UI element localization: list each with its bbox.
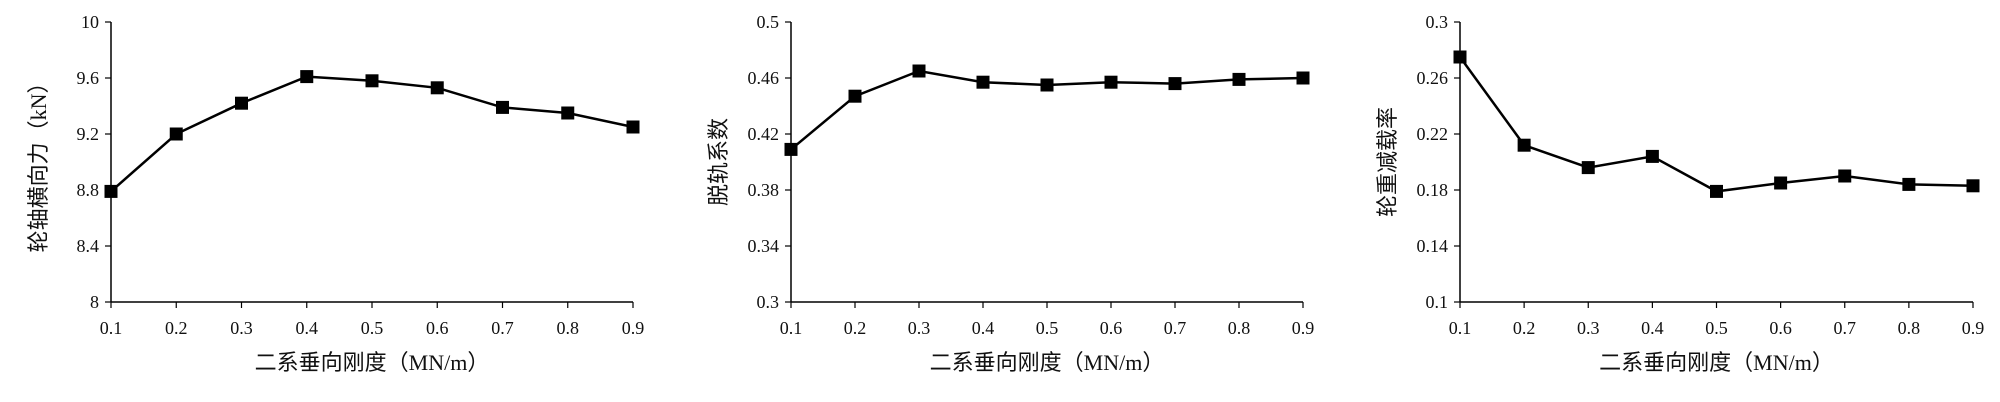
- chart-1-y-tick-label: 9.6: [77, 68, 100, 88]
- chart-3-y-tick-label: 0.26: [1417, 68, 1449, 88]
- chart-2-y-axis-title: 脱轨系数: [706, 118, 731, 206]
- chart-2-y-tick-label: 0.46: [748, 68, 780, 88]
- chart-3-y-axis-title: 轮重减载率: [1375, 107, 1400, 217]
- chart-2-x-tick-label: 0.8: [1228, 318, 1251, 338]
- chart-3-series-line: [1458, 56, 1974, 193]
- chart-3-x-tick-label: 0.9: [1962, 318, 1985, 338]
- chart-2-y-tick-label: 0.3: [757, 292, 780, 312]
- chart-1-y-tick-label: 8.4: [77, 236, 100, 256]
- chart-3-y-tick-label: 0.18: [1417, 180, 1449, 200]
- chart-3-y-tick-label: 0.3: [1426, 12, 1449, 32]
- chart-3-y-tick-label: 0.22: [1417, 124, 1449, 144]
- chart-2-data-point: [784, 142, 798, 156]
- chart-1-x-tick-label: 0.9: [622, 318, 645, 338]
- chart-1-data-point: [430, 81, 444, 95]
- chart-2-y-tick-label: 0.34: [748, 236, 780, 256]
- chart-2-x-tick-label: 0.6: [1100, 318, 1123, 338]
- chart-3-x-tick-label: 0.5: [1705, 318, 1728, 338]
- chart-3-data-point: [1517, 138, 1531, 152]
- chart-3-data-point: [1838, 169, 1852, 183]
- chart-3-data-point: [1902, 177, 1916, 191]
- chart-1-y-tick-label: 8: [90, 292, 99, 312]
- chart-2-x-tick-label: 0.2: [844, 318, 867, 338]
- chart-2-data-point: [1232, 72, 1246, 86]
- chart-2-x-tick-label: 0.3: [908, 318, 931, 338]
- chart-1-y-tick-label: 9.2: [77, 124, 100, 144]
- chart-3-y-tick-label: 0.14: [1417, 236, 1449, 256]
- chart-2-data-point: [1296, 71, 1310, 85]
- chart-2-data-point: [912, 64, 926, 78]
- chart-3-x-tick-label: 0.8: [1898, 318, 1921, 338]
- chart-3-x-tick-label: 0.6: [1769, 318, 1792, 338]
- chart-2-x-axis-title: 二系垂向刚度（MN/m）: [930, 350, 1165, 375]
- chart-1-x-tick-label: 0.8: [557, 318, 580, 338]
- chart-1-x-tick-label: 0.4: [296, 318, 319, 338]
- chart-1-data-point: [169, 127, 183, 141]
- chart-2-data-point: [976, 75, 990, 89]
- chart-2-y-tick-label: 0.5: [757, 12, 780, 32]
- chart-2-data-point: [1040, 78, 1054, 92]
- chart-1-x-tick-label: 0.7: [491, 318, 514, 338]
- chart-1-y-axis-title: 轮轴横向力（kN）: [26, 72, 51, 253]
- chart-2-x-tick-label: 0.5: [1036, 318, 1059, 338]
- chart-1-data-point: [104, 184, 118, 198]
- chart-2-x-tick-label: 0.4: [972, 318, 995, 338]
- chart-1-y-tick-label: 10: [81, 12, 99, 32]
- chart-1-series-line: [110, 75, 634, 193]
- chart-2-x-tick-label: 0.1: [780, 318, 803, 338]
- chart-2-x-tick-label: 0.9: [1292, 318, 1315, 338]
- chart-2-data-point: [1104, 75, 1118, 89]
- chart-1-data-point: [300, 70, 314, 84]
- chart-1-x-tick-label: 0.5: [361, 318, 384, 338]
- chart-3-x-tick-label: 0.3: [1577, 318, 1600, 338]
- chart-2-data-point: [848, 89, 862, 103]
- chart-3-x-tick-label: 0.2: [1513, 318, 1536, 338]
- chart-3-data-point: [1645, 149, 1659, 163]
- chart-1-x-tick-label: 0.3: [230, 318, 253, 338]
- chart-1-x-axis-title: 二系垂向刚度（MN/m）: [255, 350, 490, 375]
- chart-1-data-point: [235, 96, 248, 110]
- chart-1-y-tick-label: 8.8: [77, 180, 100, 200]
- chart-3-x-tick-label: 0.7: [1834, 318, 1857, 338]
- chart-3-data-point: [1774, 176, 1788, 190]
- chart-1-x-tick-label: 0.1: [100, 318, 123, 338]
- chart-1-x-tick-label: 0.2: [165, 318, 188, 338]
- chart-2-x-tick-label: 0.7: [1164, 318, 1187, 338]
- chart-1-data-point: [496, 100, 509, 114]
- chart-3-x-tick-label: 0.1: [1449, 318, 1472, 338]
- chart-3-x-tick-label: 0.4: [1641, 318, 1664, 338]
- chart-2-y-tick-label: 0.42: [748, 124, 780, 144]
- chart-1-x-tick-label: 0.6: [426, 318, 449, 338]
- chart-2-data-point: [1168, 77, 1182, 91]
- chart-1-data-point: [561, 106, 575, 120]
- chart-3-data-point: [1710, 184, 1723, 198]
- chart-3-data-point: [1453, 50, 1467, 64]
- chart-1-data-point: [626, 120, 640, 134]
- chart-3-x-axis-title: 二系垂向刚度（MN/m）: [1599, 350, 1834, 375]
- chart-2-y-tick-label: 0.38: [748, 180, 780, 200]
- chart-1-data-point: [365, 74, 379, 88]
- chart-3-data-point: [1581, 161, 1595, 175]
- chart-3-data-point: [1966, 179, 1980, 193]
- chart-3-y-tick-label: 0.1: [1426, 292, 1449, 312]
